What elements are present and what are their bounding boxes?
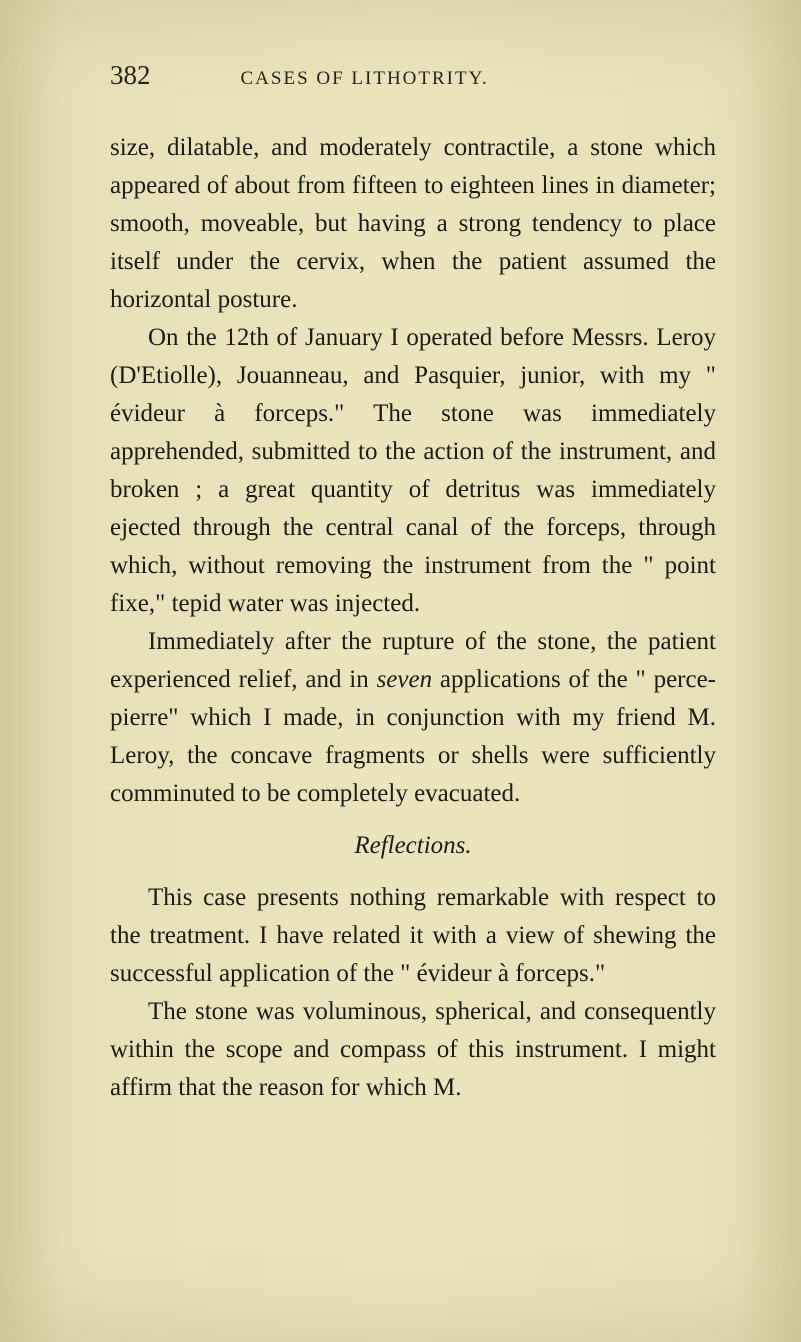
body-text: size, dilatable, and moderately contract… xyxy=(110,129,716,1107)
paragraph-1: size, dilatable, and moderately contract… xyxy=(110,129,716,319)
paragraph-4: This case presents nothing remarkable wi… xyxy=(110,879,716,993)
page-container: 382 CASES OF LITHOTRITY. size, dilatable… xyxy=(0,0,801,1342)
paragraph-2: On the 12th of January I operated before… xyxy=(110,319,716,623)
page-header: 382 CASES OF LITHOTRITY. xyxy=(110,60,716,91)
paragraph-5: The stone was voluminous, spherical, and… xyxy=(110,993,716,1107)
page-number: 382 xyxy=(110,60,151,91)
p3-italic: seven xyxy=(377,666,433,693)
section-heading: Reflections. xyxy=(110,827,716,865)
paragraph-3: Immediately after the rupture of the sto… xyxy=(110,623,716,813)
running-title: CASES OF LITHOTRITY. xyxy=(241,68,489,90)
